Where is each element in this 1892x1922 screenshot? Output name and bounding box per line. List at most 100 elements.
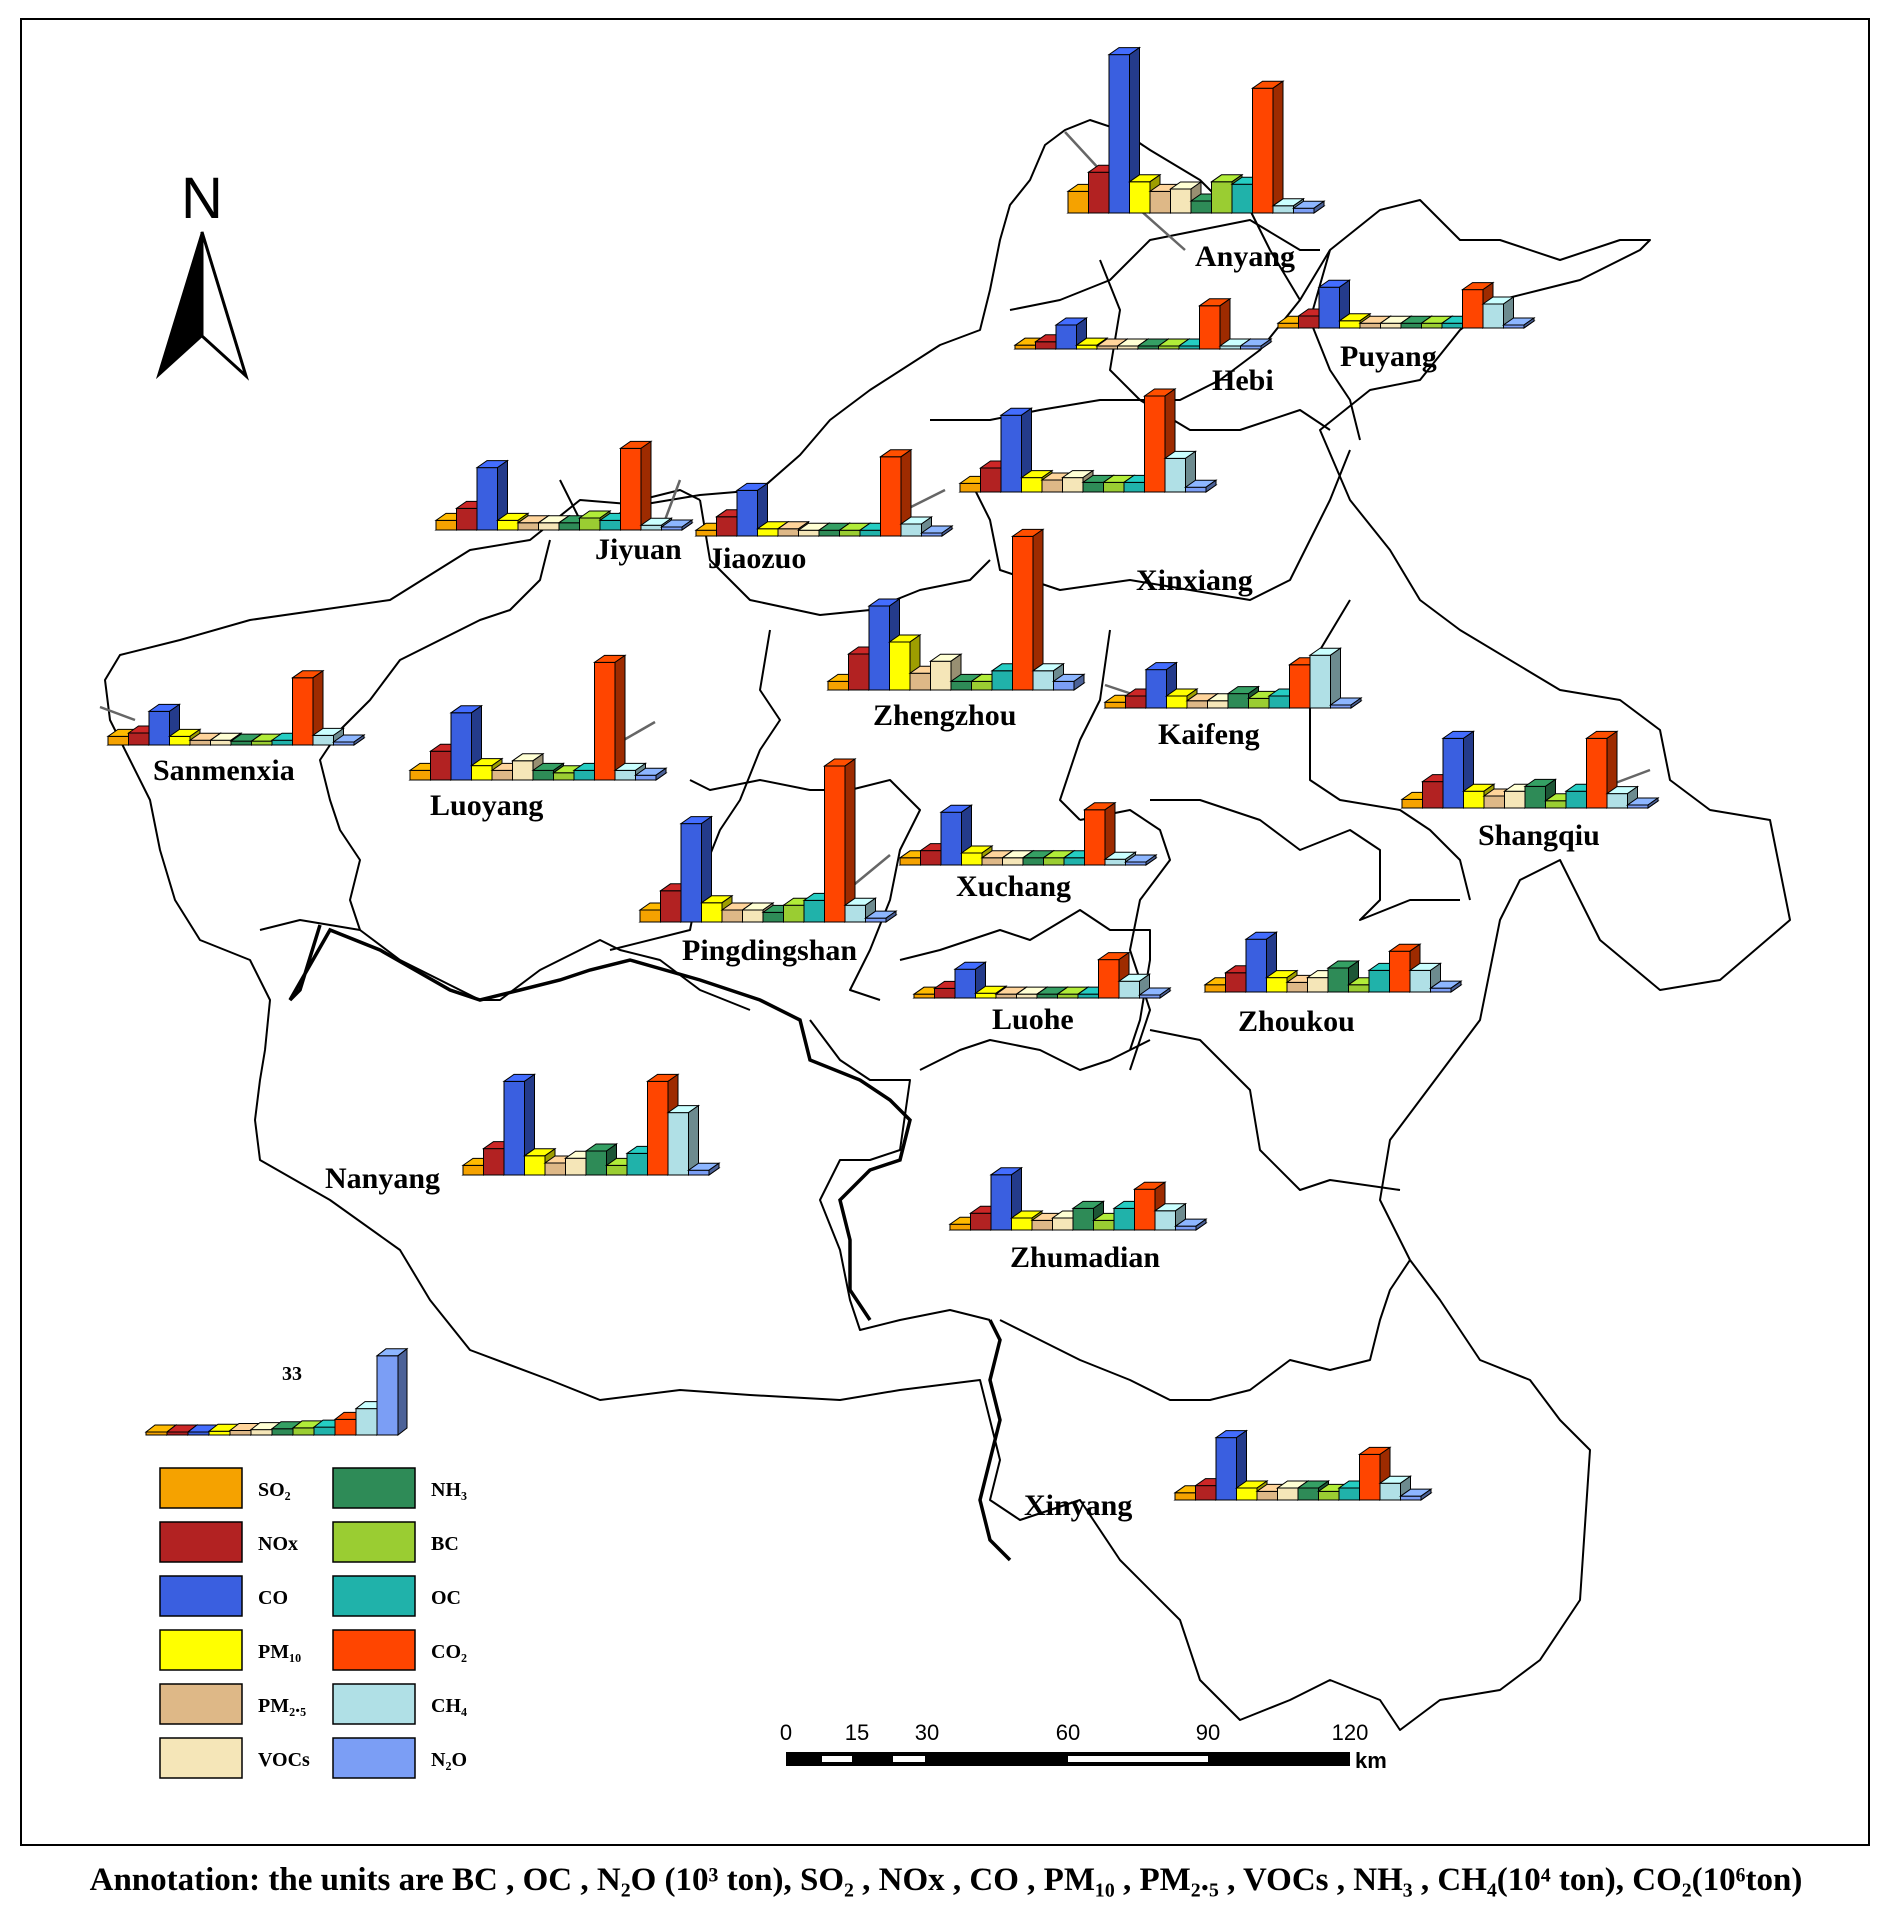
city-label-jiyuan: Jiyuan [595,533,682,566]
chart-zhoukou [1203,931,1463,993]
chart-anyang-bar-co [1107,46,1142,214]
border-xuchang-east [1079,809,1171,1071]
scale-bar-unit: km [1355,1748,1387,1773]
legend-scale-bar-n2o [375,1347,409,1437]
chart-anyang-bar-n2o [1291,200,1326,214]
chart-zhumadian-bar-ch4 [1153,1202,1188,1231]
legend-item-vocs: VOCs [159,1737,310,1779]
city-label-zhumadian: Zhumadian [1010,1241,1160,1274]
city-label-hebi: Hebi [1212,364,1274,397]
chart-xinxiang-bar-co [999,407,1034,493]
legend-swatch-ch4 [332,1683,416,1725]
scale-bar-tick-label: 0 [780,1720,792,1745]
chart-xuchang-bar-co [939,804,974,866]
scale-bar-tick-label: 60 [1056,1720,1080,1745]
city-label-sanmenxia: Sanmenxia [153,754,295,787]
scale-bar-segment [822,1756,852,1762]
pollutant-legend: SO₂ NOx CO PM₁₀ PM₂.₅ VOCs NH₃ BC OC CO₂ CH₄ N₂O [159,1467,467,1779]
legend-item-pm10: PM₁₀ [159,1629,301,1671]
chart-anyang [1066,46,1326,214]
scale-bar-tick-label: 30 [915,1720,939,1745]
scale-bar-tick-label: 120 [1332,1720,1369,1745]
province-outline [104,119,1791,1731]
legend-scale-bars [144,1347,409,1437]
border-puyang [1309,249,1361,441]
chart-zhumadian-bar-n2o [1173,1218,1208,1231]
north-arrow: N [155,166,250,381]
chart-nanyang-bar-n2o [686,1162,721,1176]
chart-xinxiang-bar-co2 [1142,388,1177,493]
legend-swatch-nox [159,1521,243,1563]
legend-label-so2: SO₂ [258,1479,291,1501]
chart-xinxiang-bar-n2o [1183,479,1218,493]
city-label-shangqiu: Shangqiu [1478,819,1600,852]
chart-zhumadian-bar-nh3 [1071,1200,1106,1231]
chart-pingdingshan-bar-n2o [863,910,898,923]
map-frame [20,18,1870,1846]
leader-lines [99,131,1651,889]
chart-xinyang-bar-pm10 [1234,1480,1269,1501]
border-pingdingshan-xuchang [689,779,921,1001]
scale-bar-segment [1068,1756,1208,1762]
legend-label-nh3: NH₃ [431,1479,467,1501]
legend-label-oc: OC [431,1587,461,1609]
chart-xuchang-bar-co2 [1082,801,1117,866]
legend-swatch-nh3 [332,1467,416,1509]
city-label-puyang: Puyang [1340,340,1437,373]
border-luoyang-pingdingshan [259,919,751,1011]
chart-nanyang-bar-ch4 [666,1104,701,1176]
chart-hebi-bar-co [1054,317,1089,350]
chart-luoyang-bar-n2o [633,767,668,781]
chart-nanyang-bar-co [502,1073,537,1176]
chart-sanmenxia-bar-n2o [331,734,366,746]
chart-hebi [1013,297,1273,350]
chart-xinyang [1173,1429,1433,1501]
city-label-nanyang: Nanyang [325,1162,440,1195]
legend-item-pm25: PM₂.₅ [159,1683,306,1725]
legend-item-co: CO [159,1575,288,1617]
chart-hebi-bar-co2 [1197,297,1232,350]
legend-item-nox: NOx [159,1521,298,1563]
chart-xuchang [898,801,1158,866]
border-anyang [1009,219,1320,311]
legend-item-bc: BC [332,1521,459,1563]
city-label-jiaozuo: Jiaozuo [708,542,806,575]
border-xinxiang-north [930,399,1331,431]
city-label-anyang: Anyang [1195,240,1295,273]
chart-jiaozuo-bar-co [735,482,770,537]
legend-label-nox: NOx [258,1533,298,1555]
chart-shangqiu-bar-ch4 [1605,785,1640,809]
legend-label-pm10: PM₁₀ [258,1641,301,1663]
city-label-zhoukou: Zhoukou [1238,1005,1355,1038]
north-arrow-label: N [181,166,223,231]
city-label-xuchang: Xuchang [956,870,1071,903]
chart-kaifeng [1103,647,1363,709]
city-label-xinyang: Xinyang [1024,1489,1132,1522]
chart-luoyang [408,654,668,781]
chart-zhoukou-bar-ch4 [1408,962,1443,993]
chart-xinyang-bar-n2o [1398,1488,1433,1501]
chart-hebi-bar-n2o [1238,338,1273,350]
chart-luoyang-bar-co2 [592,654,627,781]
border-zhoukou [1150,799,1460,921]
legend-item-nh3: NH₃ [332,1467,467,1509]
chart-jiyuan-bar-n2o [659,519,694,531]
legend-swatch-pm25 [159,1683,243,1725]
border-nanyang-zhumadian [809,1019,991,1331]
scale-bar: 0 15 30 60 90 120 km [780,1720,1387,1773]
chart-jiyuan-bar-co [475,459,510,531]
chart-pingdingshan-bar-co2 [822,758,857,923]
legend-label-pm25: PM₂.₅ [258,1695,306,1717]
city-label-luoyang: Luoyang [430,789,543,822]
chart-shangqiu-bar-n2o [1625,797,1660,809]
border-xinxiang-south [969,449,1351,601]
scale-bar-segment [893,1756,925,1762]
legend-swatch-vocs [159,1737,243,1779]
legend-swatch-n2o [332,1737,416,1779]
legend-swatch-co2 [332,1629,416,1671]
chart-zhengzhou-bar-co2 [1010,528,1045,691]
legend-label-vocs: VOCs [258,1749,310,1771]
north-arrow-icon [155,231,203,380]
legend-swatch-co [159,1575,243,1617]
